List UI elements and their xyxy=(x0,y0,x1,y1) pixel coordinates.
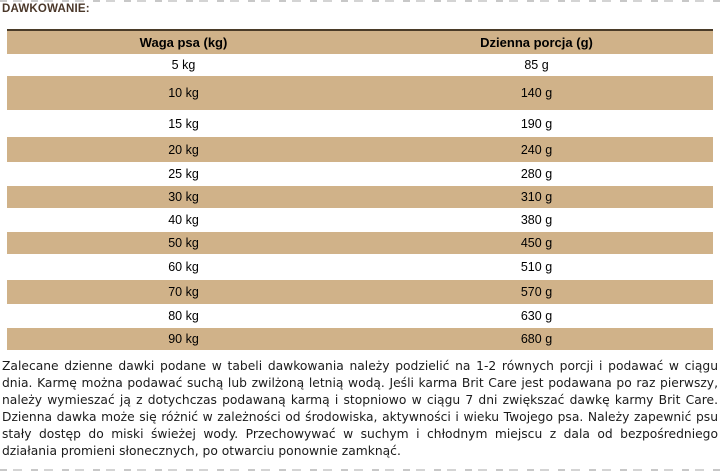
cell-dog-weight: 40 kg xyxy=(168,213,199,227)
table-row: 20 kg 240 g xyxy=(7,137,713,162)
table-row: 5 kg 85 g xyxy=(7,54,713,76)
cell-dog-weight: 5 kg xyxy=(171,58,196,72)
feeding-notes: Zalecane dzienne dawki podane w tabeli d… xyxy=(2,359,718,458)
cropped-text-artifact-top xyxy=(0,0,720,2)
cell-daily-portion: 380 g xyxy=(520,213,553,227)
cell-dog-weight: 15 kg xyxy=(168,116,199,131)
cell-daily-portion: 570 g xyxy=(520,285,553,299)
cell-dog-weight: 20 kg xyxy=(168,142,199,157)
cell-daily-portion: 450 g xyxy=(520,236,553,250)
table-row: 10 kg 140 g xyxy=(7,76,713,110)
cell-dog-weight: 60 kg xyxy=(168,260,199,274)
cell-dog-weight: 10 kg xyxy=(168,86,199,100)
cell-daily-portion: 510 g xyxy=(520,260,553,274)
column-header-weight: Waga psa (kg) xyxy=(139,35,228,50)
cell-dog-weight: 50 kg xyxy=(168,236,199,250)
table-row: 80 kg 630 g xyxy=(7,304,713,328)
table-row: 90 kg 680 g xyxy=(7,328,713,350)
cell-daily-portion: 190 g xyxy=(520,116,553,131)
cell-dog-weight: 70 kg xyxy=(168,285,199,299)
cell-daily-portion: 280 g xyxy=(520,167,553,181)
cell-daily-portion: 140 g xyxy=(520,86,553,100)
table-row: 60 kg 510 g xyxy=(7,254,713,280)
cell-daily-portion: 630 g xyxy=(520,309,553,323)
table-row: 50 kg 450 g xyxy=(7,232,713,254)
cell-dog-weight: 25 kg xyxy=(168,167,199,181)
table-header-row: Waga psa (kg) Dzienna porcja (g) xyxy=(7,30,713,54)
cell-daily-portion: 680 g xyxy=(520,332,553,346)
table-row: 25 kg 280 g xyxy=(7,162,713,186)
cell-dog-weight: 80 kg xyxy=(168,309,199,323)
cell-daily-portion: 85 g xyxy=(524,58,549,72)
table-row: 70 kg 570 g xyxy=(7,280,713,304)
cell-dog-weight: 90 kg xyxy=(168,332,199,346)
cell-dog-weight: 30 kg xyxy=(168,190,199,204)
dosing-table: Waga psa (kg) Dzienna porcja (g) 5 kg 85 … xyxy=(7,29,713,350)
cell-daily-portion: 310 g xyxy=(520,190,553,204)
cell-daily-portion: 240 g xyxy=(520,142,553,157)
table-row: 40 kg 380 g xyxy=(7,208,713,232)
column-header-portion: Dzienna porcja (g) xyxy=(480,35,593,50)
table-row: 15 kg 190 g xyxy=(7,110,713,137)
table-row: 30 kg 310 g xyxy=(7,186,713,208)
cropped-text-artifact-bottom xyxy=(0,469,720,471)
section-title: DAWKOWANIE: xyxy=(2,3,90,15)
